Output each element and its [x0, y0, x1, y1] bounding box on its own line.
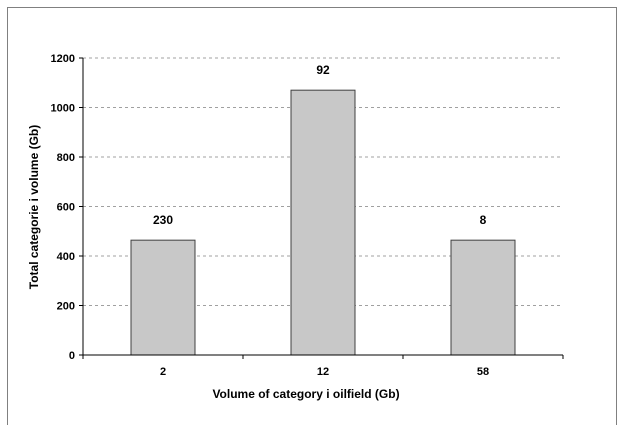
bar-58 — [450, 239, 516, 356]
y-tick-label: 800 — [57, 152, 75, 164]
data-label: 8 — [480, 213, 487, 227]
bar-12 — [290, 89, 356, 356]
x-axis-title: Volume of category i oilfield (Gb) — [212, 387, 399, 401]
y-axis-title: Total categorie i volume (Gb) — [27, 125, 41, 289]
data-label: 92 — [316, 63, 330, 77]
labels: 0 200 400 600 800 1000 1200 2 230 12 92 58 8 — [51, 53, 490, 378]
x-tick-label: 2 — [160, 366, 166, 378]
x-tick-label: 58 — [477, 366, 489, 378]
axes — [79, 57, 564, 359]
y-tick-label: 0 — [69, 350, 75, 362]
y-tick-label: 1000 — [51, 103, 75, 115]
bar-2 — [130, 239, 196, 356]
y-tick-label: 400 — [57, 251, 75, 263]
y-tick-label: 200 — [57, 301, 75, 313]
data-label: 230 — [153, 213, 173, 227]
x-tick-label: 12 — [317, 366, 329, 378]
y-tick-label: 600 — [57, 202, 75, 214]
y-tick-label: 1200 — [51, 53, 75, 65]
bars — [130, 89, 516, 356]
